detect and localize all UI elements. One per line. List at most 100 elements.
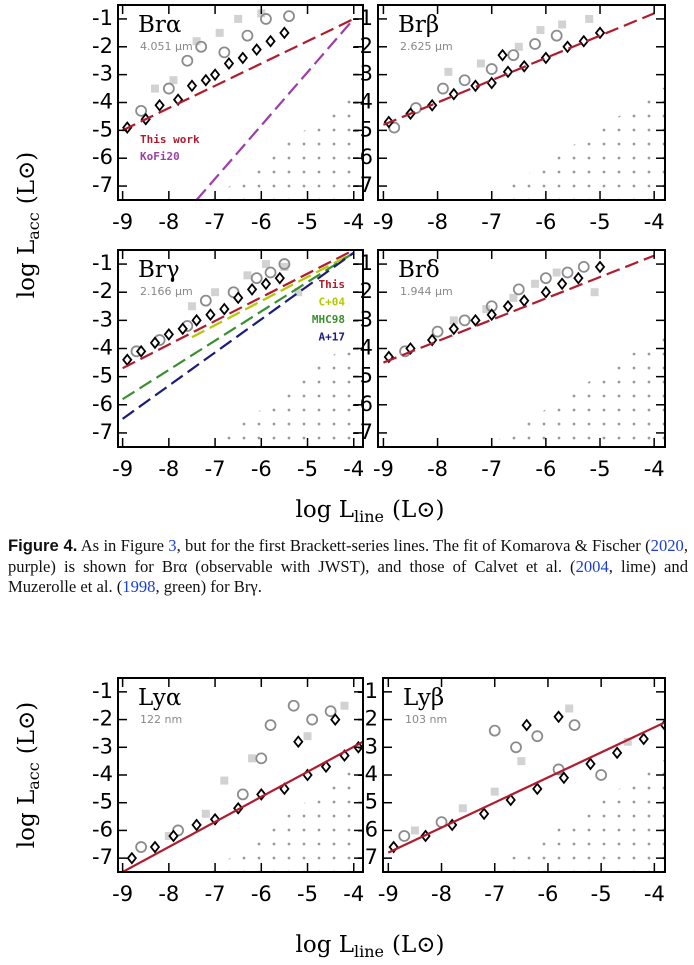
point-square <box>261 260 270 269</box>
plot-area <box>387 704 665 872</box>
x-tick-label: -8 <box>158 457 179 481</box>
point-circle <box>577 260 590 273</box>
point-square <box>449 316 458 325</box>
point-square <box>552 268 561 277</box>
y-axis-label: log Lacc (L⊙) <box>14 702 43 848</box>
x-axis-label: log Lline (L⊙) <box>295 497 444 526</box>
y-tick-label: -1 <box>92 6 113 30</box>
axis-label-main: log L <box>14 790 40 849</box>
legend-entry: MHC98 <box>312 313 345 326</box>
fit-line <box>382 12 655 126</box>
point-diamond <box>274 271 285 285</box>
point-square <box>248 754 257 763</box>
point-circle <box>485 63 498 75</box>
y-tick-label: -7 <box>352 173 373 197</box>
point-square <box>220 776 229 785</box>
point-circle <box>398 830 411 842</box>
figure-caption: Figure 4. As in Figure 3, but for the fi… <box>8 536 688 598</box>
x-tick-label: -4 <box>343 457 364 481</box>
x-tick-label: -4 <box>343 882 364 906</box>
fit-line <box>122 17 355 132</box>
y-tick-label: -3 <box>352 307 373 331</box>
citation-link[interactable]: 2004 <box>575 556 609 576</box>
point-diamond <box>135 344 147 358</box>
point-diamond <box>149 336 161 350</box>
axis-label-unit: (L⊙) <box>14 152 40 205</box>
fit-line <box>122 250 355 370</box>
point-diamond <box>532 782 543 796</box>
point-circle <box>135 104 148 117</box>
x-tick-label: -9 <box>112 882 133 906</box>
point-diamond <box>177 322 188 336</box>
x-tick-label: -9 <box>373 210 394 234</box>
panel-title: Lyβ <box>403 685 444 711</box>
caption-label: Figure 4. <box>8 536 78 555</box>
point-square <box>558 20 567 29</box>
point-diamond <box>497 48 508 62</box>
point-circle <box>287 699 300 712</box>
y-tick-label: -3 <box>92 62 113 86</box>
y-tick-label: -1 <box>352 6 373 30</box>
point-circle <box>458 314 471 327</box>
x-tick-label: -4 <box>343 210 364 234</box>
y-tick-label: -1 <box>352 251 373 275</box>
y-tick-label: -3 <box>357 734 378 758</box>
point-circle <box>568 719 581 732</box>
citation-link[interactable]: 1998 <box>122 577 156 596</box>
point-circle <box>488 724 501 737</box>
point-circle <box>531 730 544 743</box>
panel-subtitle: 4.051 μm <box>140 40 193 53</box>
citation-link[interactable]: 3 <box>168 536 177 555</box>
point-circle <box>550 29 563 42</box>
fit-line <box>121 251 355 420</box>
point-diamond <box>521 718 532 732</box>
point-circle <box>278 258 291 270</box>
x-tick-label: -6 <box>251 457 272 481</box>
x-tick-label: -7 <box>205 457 226 481</box>
y-tick-label: -2 <box>352 279 373 303</box>
point-circle <box>539 272 552 285</box>
point-diamond <box>486 76 497 90</box>
panel-title: Brα <box>138 12 181 38</box>
y-tick-label: -2 <box>92 707 113 731</box>
x-tick-label: -5 <box>297 210 318 234</box>
point-square <box>514 42 523 51</box>
point-diamond <box>470 313 481 327</box>
point-circle <box>529 38 541 50</box>
point-diamond <box>237 51 248 65</box>
point-diamond <box>638 732 649 746</box>
point-square <box>150 84 159 93</box>
point-diamond <box>558 771 570 785</box>
y-tick-label: -6 <box>92 817 113 841</box>
citation-link[interactable]: 2020 <box>650 536 684 555</box>
x-tick-label: -5 <box>590 210 611 234</box>
x-tick-label: -4 <box>644 882 665 906</box>
y-tick-label: -1 <box>92 251 113 275</box>
y-tick-label: -7 <box>92 173 113 197</box>
x-tick-label: -9 <box>373 457 394 481</box>
excluded-region <box>487 86 665 200</box>
point-diamond <box>448 322 459 336</box>
x-tick-label: -7 <box>481 457 502 481</box>
caption-text: As in Figure <box>77 536 169 555</box>
point-square <box>476 59 485 68</box>
point-diamond <box>540 285 552 299</box>
point-square <box>215 28 224 37</box>
y-axis-label: log Lacc (L⊙) <box>14 152 43 298</box>
panel-subtitle: 2.625 μm <box>400 40 453 53</box>
axis-label-unit: (L⊙) <box>14 702 40 755</box>
point-square <box>340 701 349 710</box>
point-circle <box>510 741 522 754</box>
x-tick-label: -8 <box>427 210 448 234</box>
legend-entry: A+17 <box>319 331 346 344</box>
axis-label-main: log L <box>14 240 40 299</box>
y-tick-label: -4 <box>352 336 373 360</box>
point-square <box>482 305 491 314</box>
axis-label-main: log L <box>295 497 354 523</box>
point-diamond <box>126 851 138 865</box>
point-circle <box>250 272 263 285</box>
point-diamond <box>519 294 530 308</box>
point-diamond <box>260 277 272 291</box>
axis-label-sub: acc <box>24 762 43 790</box>
